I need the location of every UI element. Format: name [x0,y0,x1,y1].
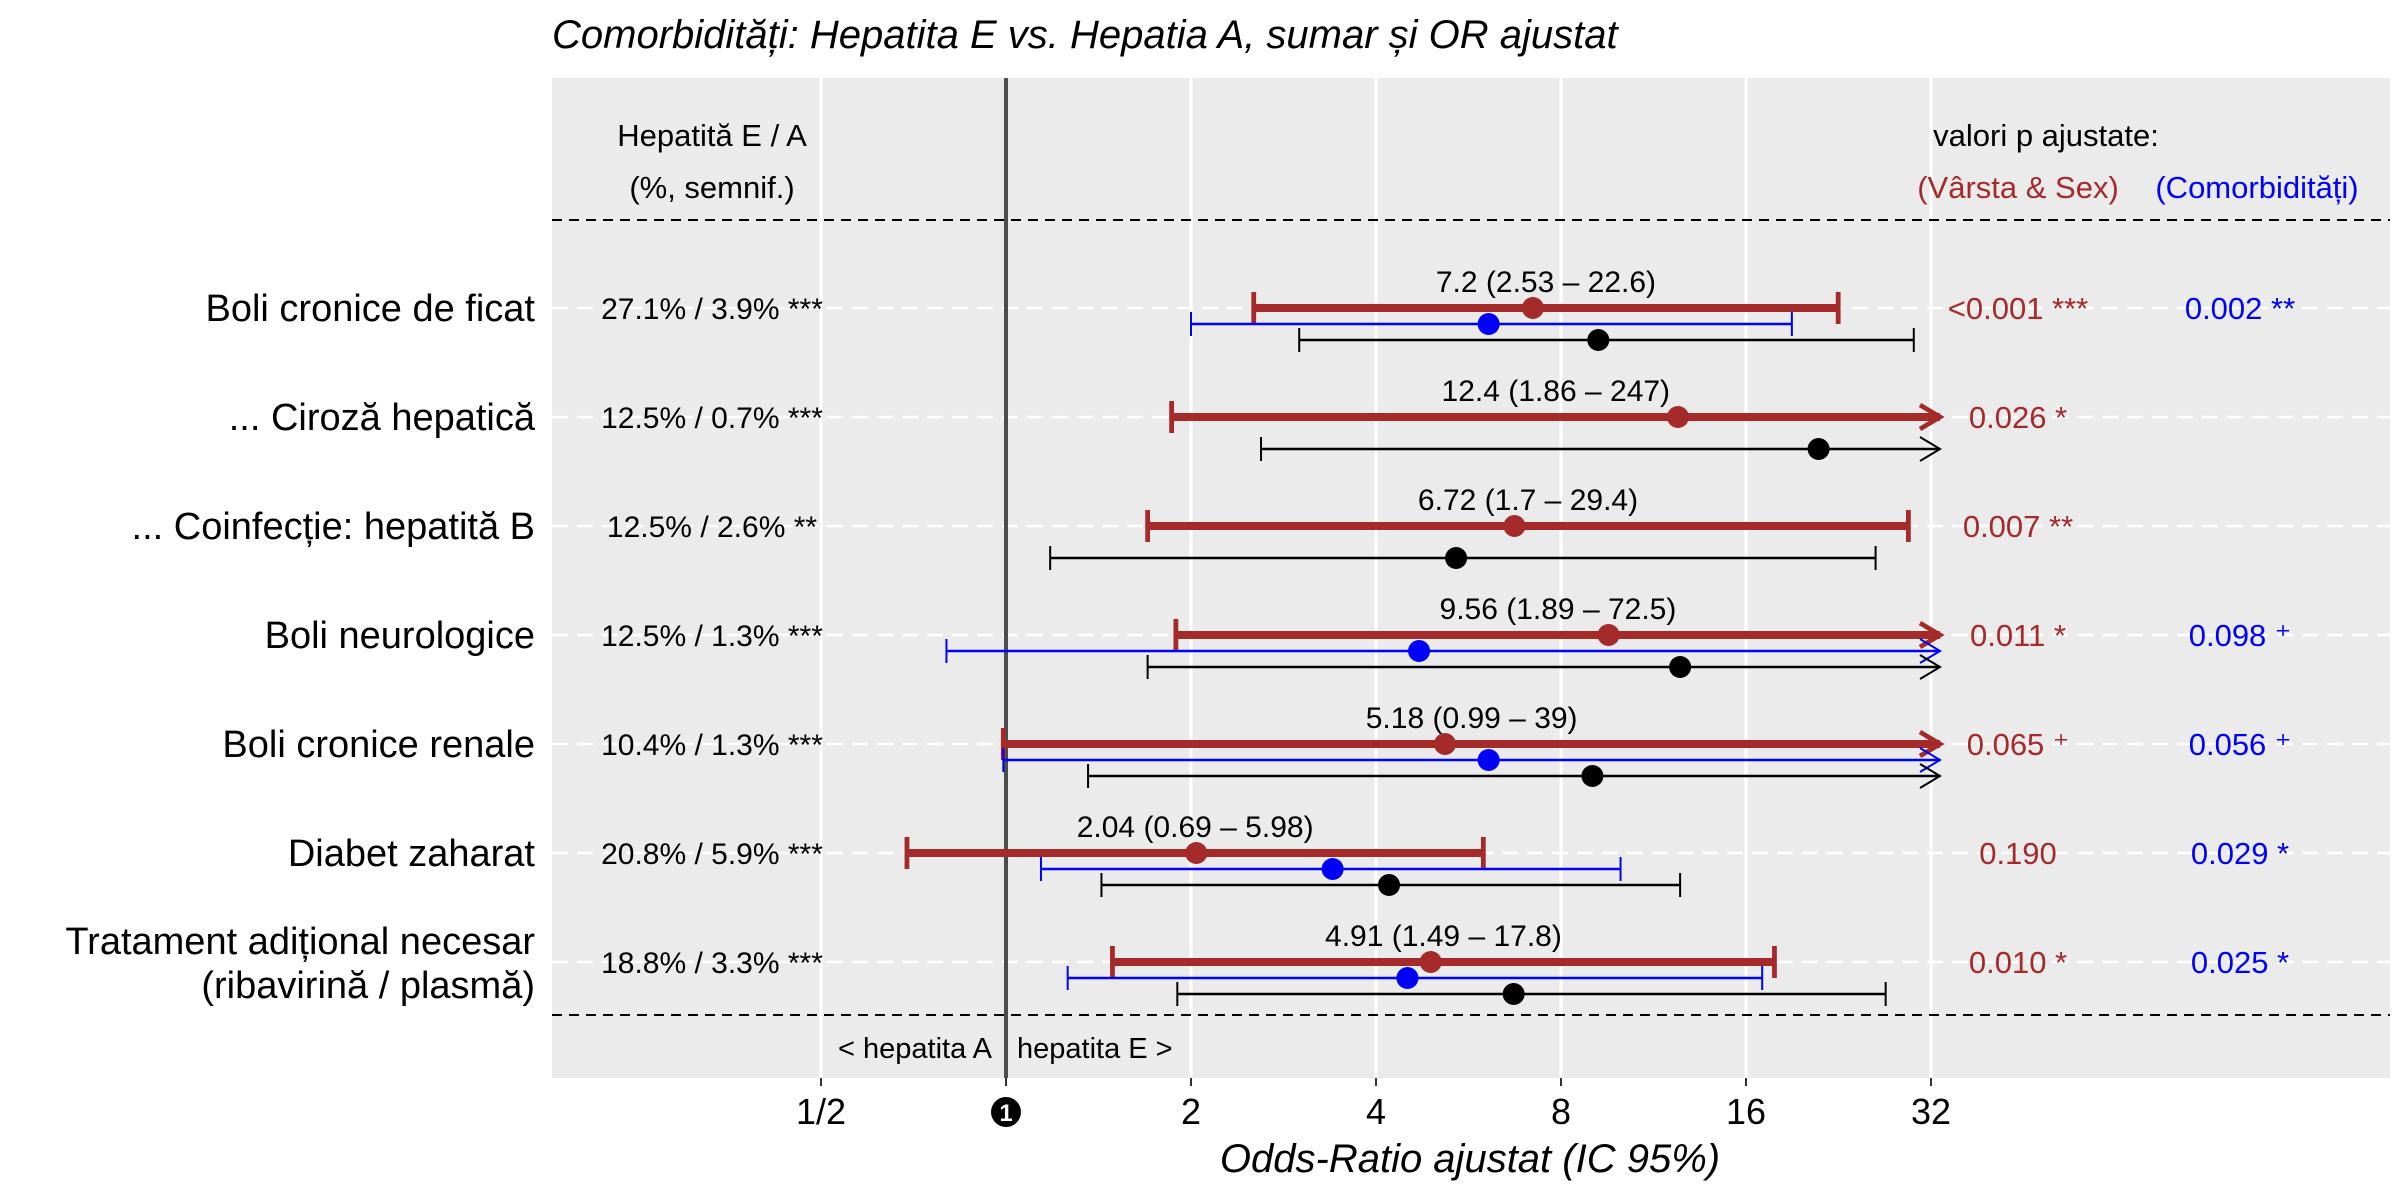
age-sex-point [1503,515,1526,537]
x-tick-label-one-marker [991,1097,1021,1127]
p-value-age-sex: 0.011 * [1970,618,2066,653]
or-value-label: 4.91 (1.49 – 17.8) [1325,920,1562,953]
right-header-blue: (Comorbidități) [2155,170,2358,205]
x-tick-label: 1 [999,1100,1012,1127]
unadjusted-point [1807,438,1830,460]
x-tick-label: 8 [1551,1091,1571,1132]
unadjusted-point [1581,765,1604,787]
or-value-label: 2.04 (0.69 – 5.98) [1077,811,1314,844]
gridlines [552,78,2390,1078]
right-header-line1: valori p ajustate: [1933,118,2159,153]
age-sex-point [1433,733,1456,755]
unadjusted-arrow [1919,436,1942,462]
age-sex-arrow [1918,402,1945,432]
comorbidity-point [1408,640,1431,662]
row-label: Tratament adițional necesar [65,921,535,963]
row-percent: 18.8% / 3.3% *** [601,947,823,980]
age-sex-point [1185,842,1208,864]
age-sex-point [1597,624,1620,646]
age-sex-point [1666,406,1689,428]
p-value-age-sex: 0.026 * [1969,400,2067,435]
unadjusted-point [1445,547,1468,569]
row-percent: 12.5% / 1.3% *** [601,620,823,653]
unadjusted-point [1669,656,1692,678]
or-value-label: 6.72 (1.7 – 29.4) [1418,484,1638,517]
x-tick-label: 2 [1181,1091,1201,1132]
or-value-label: 9.56 (1.89 – 72.5) [1440,593,1677,626]
p-value-age-sex: 0.190 [1979,836,2057,871]
comorbidity-point [1477,749,1500,771]
row-label: (ribavirină / plasmă) [201,965,535,1007]
p-value-age-sex: <0.001 *** [1948,291,2088,326]
x-tick-label: 4 [1366,1091,1386,1132]
row-percent: 12.5% / 0.7% *** [601,402,823,435]
or-value-label: 7.2 (2.53 – 22.6) [1436,266,1656,299]
p-value-age-sex: 0.065 ⁺ [1967,727,2070,762]
unadjusted-arrow [1919,763,1942,789]
age-sex-point [1419,951,1442,973]
or-value-label: 12.4 (1.86 – 247) [1442,375,1671,408]
comorbidity-point [1477,313,1500,335]
p-value-comorbidities: 0.098 ⁺ [2189,618,2292,653]
direction-label-right: hepatita E > [1017,1033,1173,1065]
row-label: ... Ciroză hepatică [229,397,536,439]
x-tick-label: 16 [1726,1091,1766,1132]
p-value-comorbidities: 0.029 * [2191,836,2289,871]
p-value-comorbidities: 0.002 ** [2185,291,2295,326]
x-tick-label: 1/2 [796,1091,846,1132]
p-value-age-sex: 0.010 * [1969,945,2067,980]
direction-label-left: < hepatita A [838,1033,993,1065]
unadjusted-point [1378,874,1401,896]
row-percent: 12.5% / 2.6% ** [607,511,817,544]
row-label: ... Coinfecție: hepatită B [132,506,535,548]
chart-text: Comorbidități: Hepatita E vs. Hepatia A,… [65,13,2358,1181]
row-label: Diabet zaharat [288,833,536,875]
row-percent: 10.4% / 1.3% *** [601,729,823,762]
x-axis-title: Odds-Ratio ajustat (IC 95%) [1220,1137,1720,1181]
p-value-age-sex: 0.007 ** [1963,509,2073,544]
unadjusted-arrow [1919,654,1942,680]
or-value-label: 5.18 (0.99 – 39) [1366,702,1578,735]
row-label: Boli neurologice [265,615,535,657]
row-label: Boli cronice renale [222,724,535,766]
unadjusted-point [1587,329,1610,351]
unadjusted-point [1502,983,1525,1005]
chart-marks [904,292,1945,1006]
p-value-comorbidities: 0.056 ⁺ [2189,727,2292,762]
panel-background [552,78,2390,1078]
x-tick-label: 32 [1911,1091,1951,1132]
comorbidity-point [1396,967,1419,989]
left-header-line1: Hepatită E / A [617,118,807,153]
left-header-line2: (%, semnif.) [629,170,794,205]
row-percent: 27.1% / 3.9% *** [601,293,823,326]
right-header-red: (Vârsta & Sex) [1917,170,2119,205]
age-sex-point [1521,297,1544,319]
row-percent: 20.8% / 5.9% *** [601,838,823,871]
row-label: Boli cronice de ficat [206,288,536,330]
p-value-comorbidities: 0.025 * [2191,945,2289,980]
chart-title: Comorbidități: Hepatita E vs. Hepatia A,… [552,13,1619,57]
comorbidity-point [1321,858,1344,880]
